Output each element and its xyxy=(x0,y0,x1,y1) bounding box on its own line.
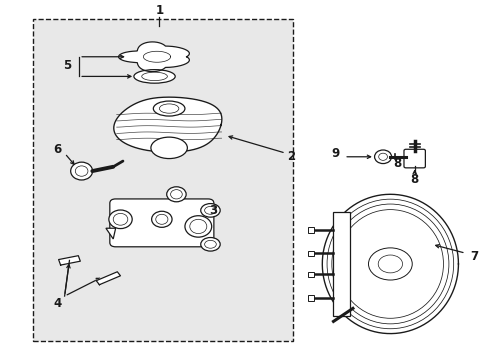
Ellipse shape xyxy=(113,213,127,225)
Polygon shape xyxy=(322,194,458,334)
Ellipse shape xyxy=(156,214,167,224)
Text: 8: 8 xyxy=(410,173,418,186)
Ellipse shape xyxy=(201,203,220,217)
Ellipse shape xyxy=(134,69,175,83)
Ellipse shape xyxy=(153,101,184,116)
Ellipse shape xyxy=(142,72,167,81)
Ellipse shape xyxy=(75,166,88,176)
Bar xyxy=(307,271,313,277)
Ellipse shape xyxy=(151,211,172,227)
Ellipse shape xyxy=(159,104,179,113)
Polygon shape xyxy=(114,97,222,152)
Text: 1: 1 xyxy=(155,4,163,17)
FancyBboxPatch shape xyxy=(110,199,213,247)
Text: 9: 9 xyxy=(330,147,339,160)
Ellipse shape xyxy=(374,150,391,163)
Ellipse shape xyxy=(166,187,186,202)
Ellipse shape xyxy=(71,162,92,180)
Ellipse shape xyxy=(151,137,187,158)
Bar xyxy=(307,227,313,233)
Bar xyxy=(307,251,313,256)
Text: 4: 4 xyxy=(53,297,61,310)
Polygon shape xyxy=(118,42,189,72)
Ellipse shape xyxy=(201,238,220,251)
Ellipse shape xyxy=(184,216,211,237)
Ellipse shape xyxy=(109,210,132,229)
Polygon shape xyxy=(96,272,120,285)
FancyBboxPatch shape xyxy=(403,149,425,168)
Text: 5: 5 xyxy=(63,59,71,72)
Ellipse shape xyxy=(189,219,206,234)
Text: 6: 6 xyxy=(53,143,61,156)
Ellipse shape xyxy=(204,240,216,248)
Ellipse shape xyxy=(170,190,182,199)
Ellipse shape xyxy=(378,153,386,160)
Text: 3: 3 xyxy=(208,204,217,217)
Bar xyxy=(332,212,349,316)
Polygon shape xyxy=(59,256,80,265)
Circle shape xyxy=(368,248,411,280)
Bar xyxy=(307,295,313,301)
Polygon shape xyxy=(106,228,116,239)
Text: 7: 7 xyxy=(469,250,478,263)
Circle shape xyxy=(377,255,402,273)
Ellipse shape xyxy=(204,206,216,214)
Text: 2: 2 xyxy=(286,150,294,163)
Bar xyxy=(33,19,292,341)
Text: 8: 8 xyxy=(393,157,401,170)
